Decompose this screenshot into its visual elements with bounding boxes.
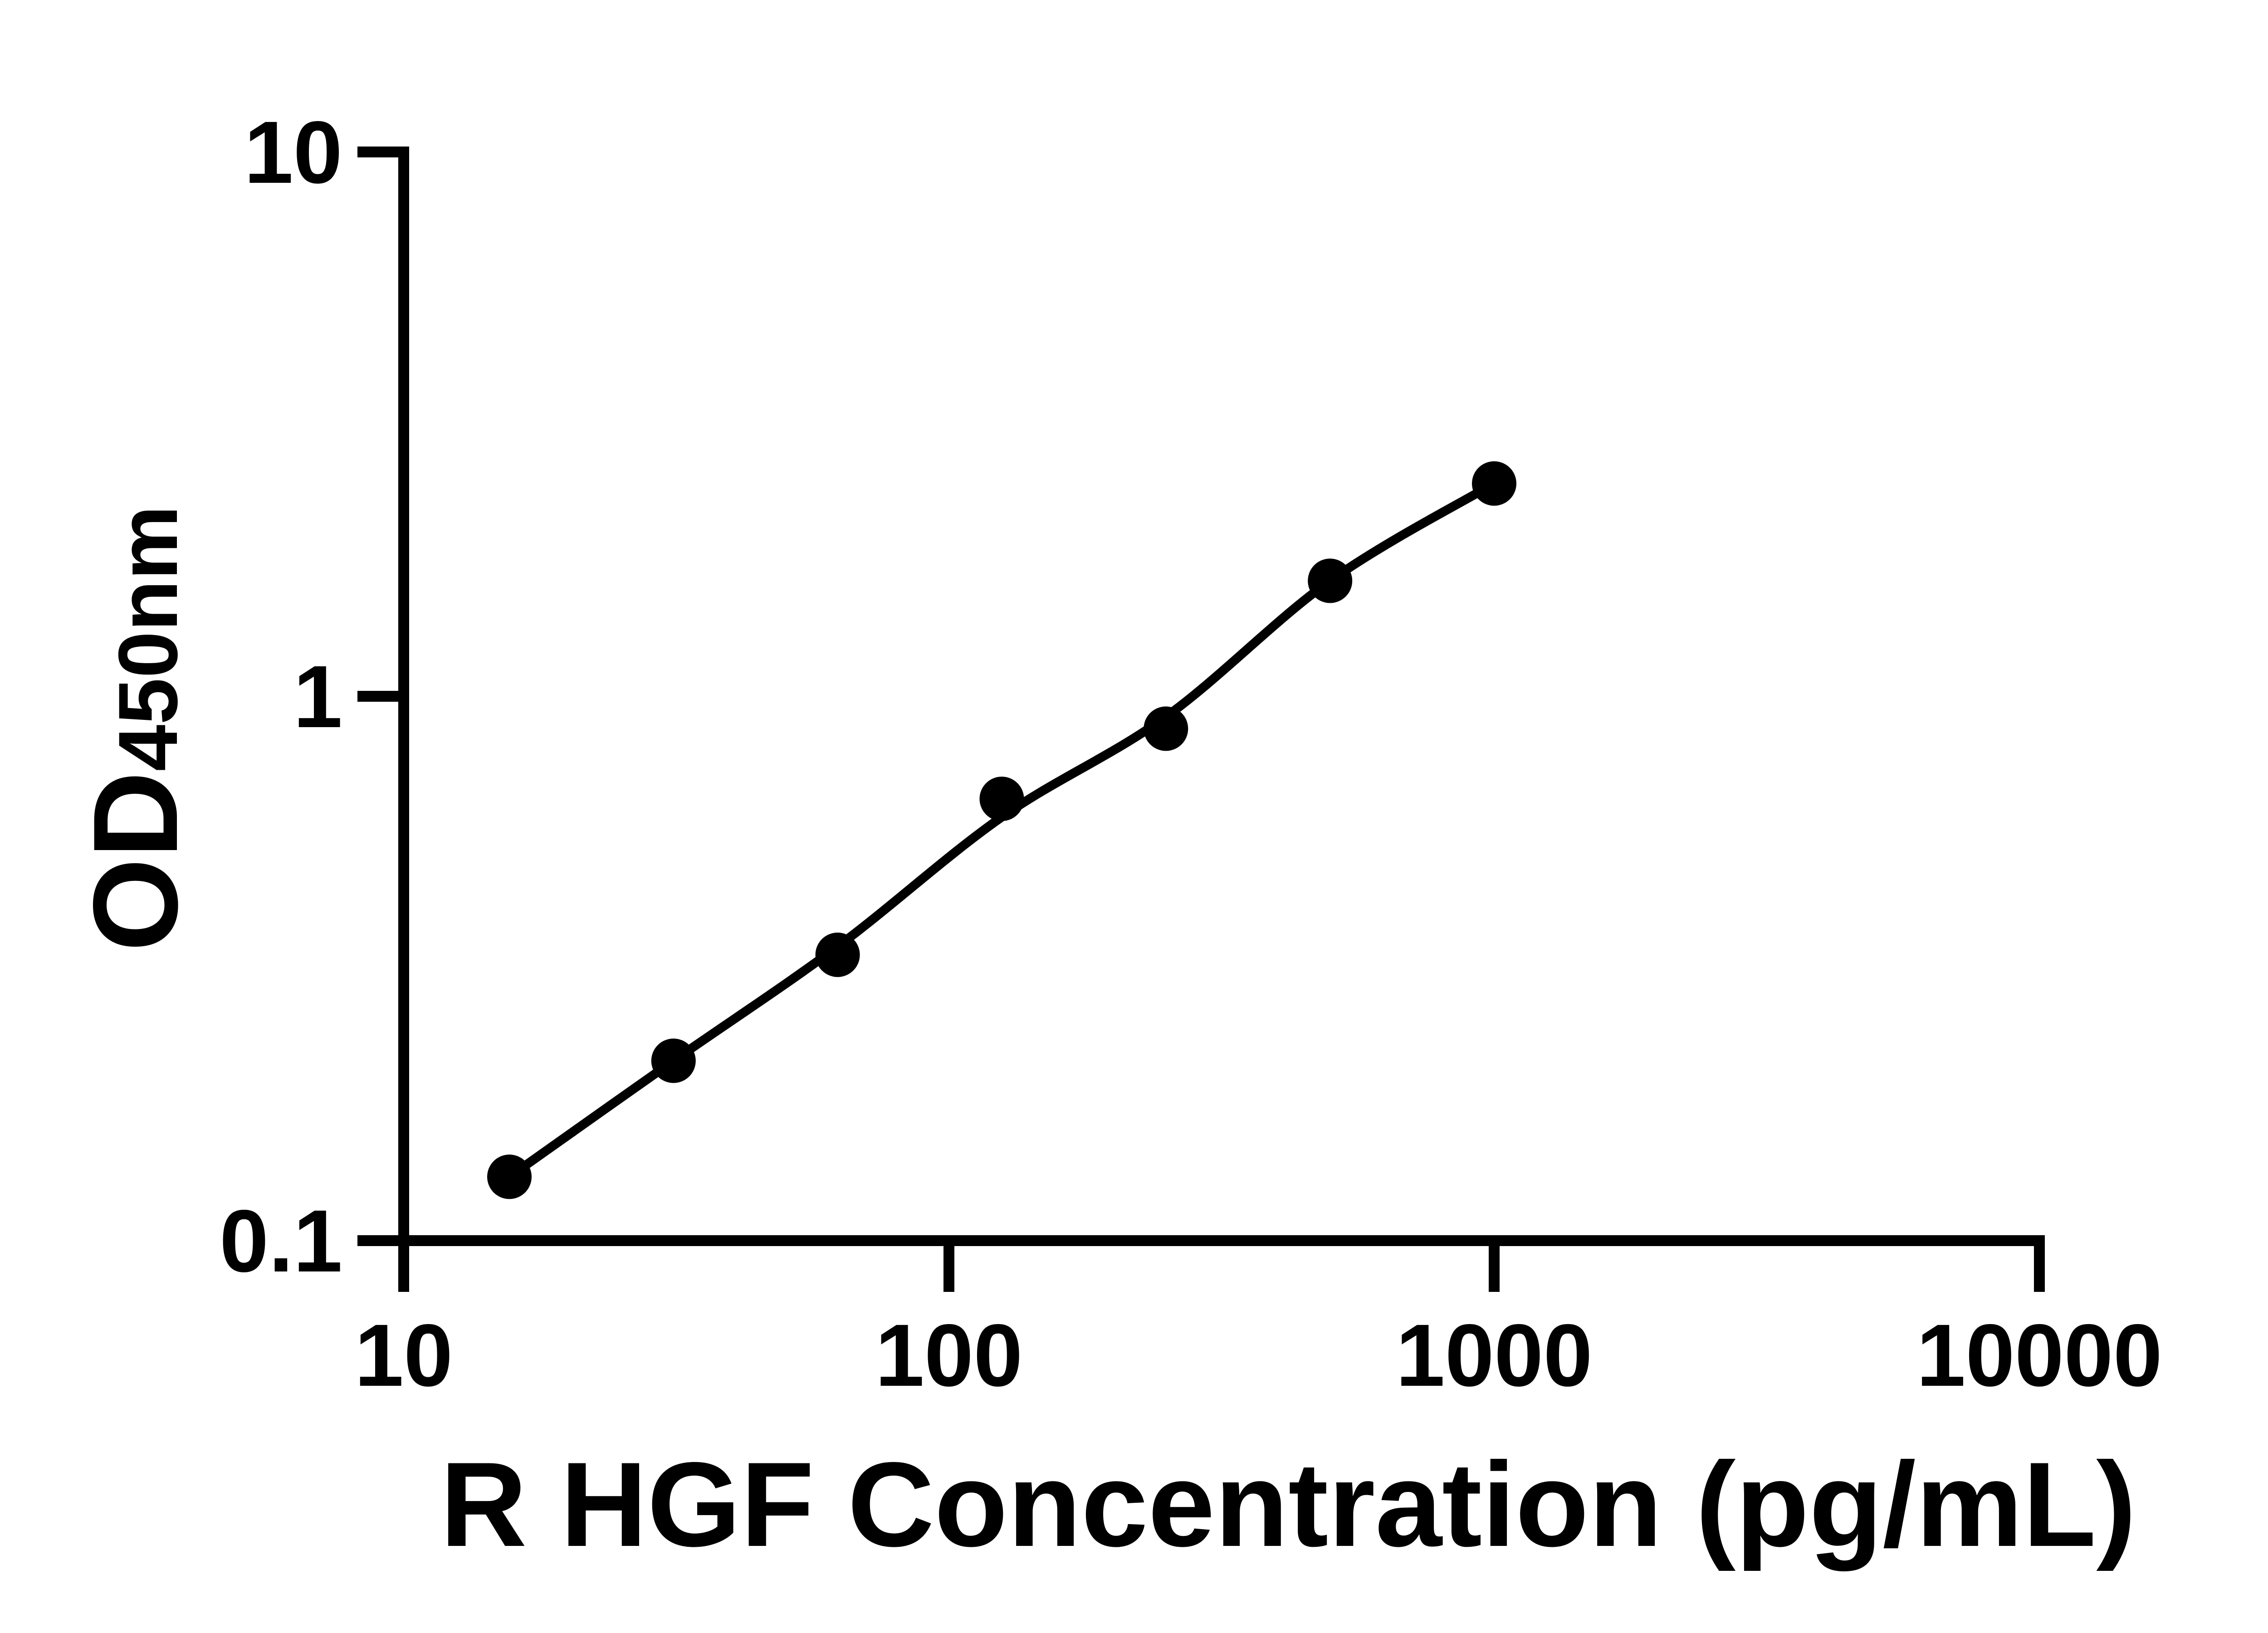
axis-ticks xyxy=(357,147,2045,1292)
axes xyxy=(357,147,2045,1246)
y-tick-label: 0.1 xyxy=(220,1192,342,1291)
y-tick-label: 1 xyxy=(293,647,342,746)
data-point xyxy=(1472,461,1516,506)
y-axis-title: OD450nm xyxy=(68,505,203,952)
data-point xyxy=(979,777,1024,821)
x-tick-label: 100 xyxy=(875,1306,1022,1405)
data-point xyxy=(1308,558,1353,603)
x-tick-label: 1000 xyxy=(1396,1306,1593,1405)
y-tick-label: 10 xyxy=(244,103,342,202)
x-tick-label: 10 xyxy=(355,1306,453,1405)
x-axis-title: R HGF Concentration (pg/mL) xyxy=(440,1437,2136,1572)
data-point xyxy=(815,932,860,977)
tick-labels: 10 100 1000 10000 0.1 1 10 xyxy=(220,103,2162,1405)
data-point xyxy=(487,1154,532,1199)
y-axis-title-subscript: 450nm xyxy=(102,505,195,771)
y-axis-title-main: OD xyxy=(68,771,203,952)
x-tick-label: 10000 xyxy=(1916,1306,2162,1405)
data-point xyxy=(651,1038,696,1083)
data-points xyxy=(487,461,1516,1199)
data-point xyxy=(1144,706,1188,751)
